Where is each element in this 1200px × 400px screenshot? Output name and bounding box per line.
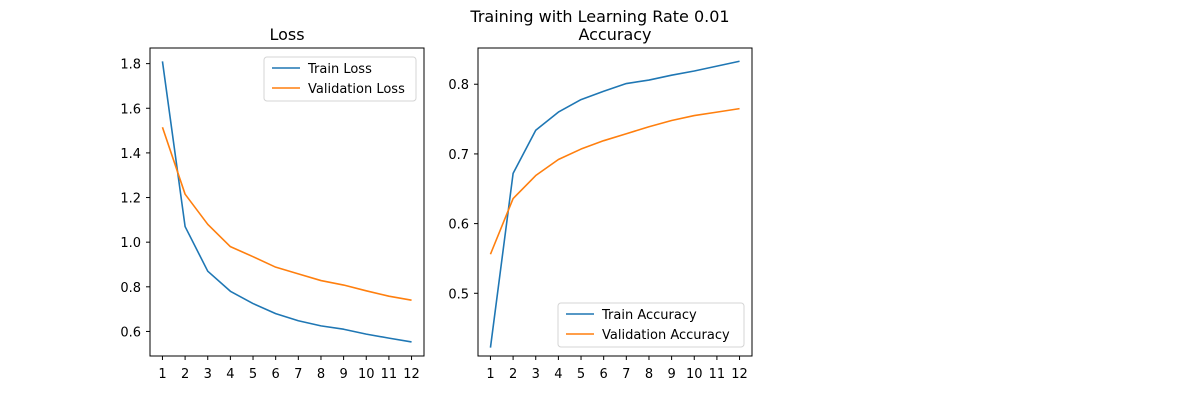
x-tick-label: 10 <box>686 367 703 382</box>
y-tick-label: 1.4 <box>120 147 141 162</box>
y-tick-label: 1.6 <box>120 102 141 117</box>
legend-label-0: Train Loss <box>307 62 372 77</box>
y-tick-label: 0.6 <box>120 325 141 340</box>
y-tick-label: 1.2 <box>120 192 141 207</box>
x-tick-label: 7 <box>294 367 302 382</box>
x-tick-label: 10 <box>358 367 375 382</box>
x-tick-label: 11 <box>709 367 726 382</box>
legend-box <box>557 302 745 348</box>
x-tick-label: 5 <box>249 367 257 382</box>
x-tick-label: 8 <box>317 367 325 382</box>
x-tick-label: 1 <box>486 367 494 382</box>
plot-frame <box>149 47 425 357</box>
series-line-0 <box>489 60 740 348</box>
x-tick-label: 6 <box>600 367 608 382</box>
legend: Train Accuracy Validation Accuracy <box>557 302 745 348</box>
x-tick-label: 9 <box>339 367 347 382</box>
x-tick-label: 11 <box>381 367 398 382</box>
figure-suptitle: Training with Learning Rate 0.01 <box>469 7 729 26</box>
series-line-1 <box>489 107 740 255</box>
x-tick-label: 8 <box>645 367 653 382</box>
x-tick-label: 4 <box>554 367 562 382</box>
y-tick-label: 0.7 <box>448 148 469 163</box>
chart-title: Accuracy <box>578 25 651 44</box>
x-tick-label: 4 <box>226 367 234 382</box>
plot-frame <box>477 47 753 357</box>
x-tick-label: 12 <box>731 367 748 382</box>
y-tick-label: 0.8 <box>120 281 141 296</box>
x-tick-label: 7 <box>622 367 630 382</box>
x-tick-label: 3 <box>204 367 212 382</box>
series-line-0 <box>161 61 412 343</box>
y-tick-label: 0.5 <box>448 287 469 302</box>
x-tick-label: 1 <box>158 367 166 382</box>
x-tick-label: 5 <box>577 367 585 382</box>
y-tick-label: 1.0 <box>120 236 141 251</box>
chart-title: Loss <box>269 25 304 44</box>
x-tick-label: 2 <box>181 367 189 382</box>
legend-label-1: Validation Loss <box>308 82 405 97</box>
legend-label-1: Validation Accuracy <box>602 328 730 343</box>
y-tick-label: 0.6 <box>448 218 469 233</box>
y-tick-label: 0.8 <box>448 78 469 93</box>
series-line-1 <box>161 126 412 301</box>
legend-box <box>263 56 417 102</box>
legend-label-0: Train Accuracy <box>601 308 697 323</box>
x-tick-label: 3 <box>532 367 540 382</box>
x-tick-label: 12 <box>403 367 420 382</box>
legend: Train Loss Validation Loss <box>263 56 417 102</box>
x-tick-label: 9 <box>667 367 675 382</box>
x-tick-label: 6 <box>272 367 280 382</box>
y-tick-label: 1.8 <box>120 58 141 73</box>
x-tick-label: 2 <box>509 367 517 382</box>
